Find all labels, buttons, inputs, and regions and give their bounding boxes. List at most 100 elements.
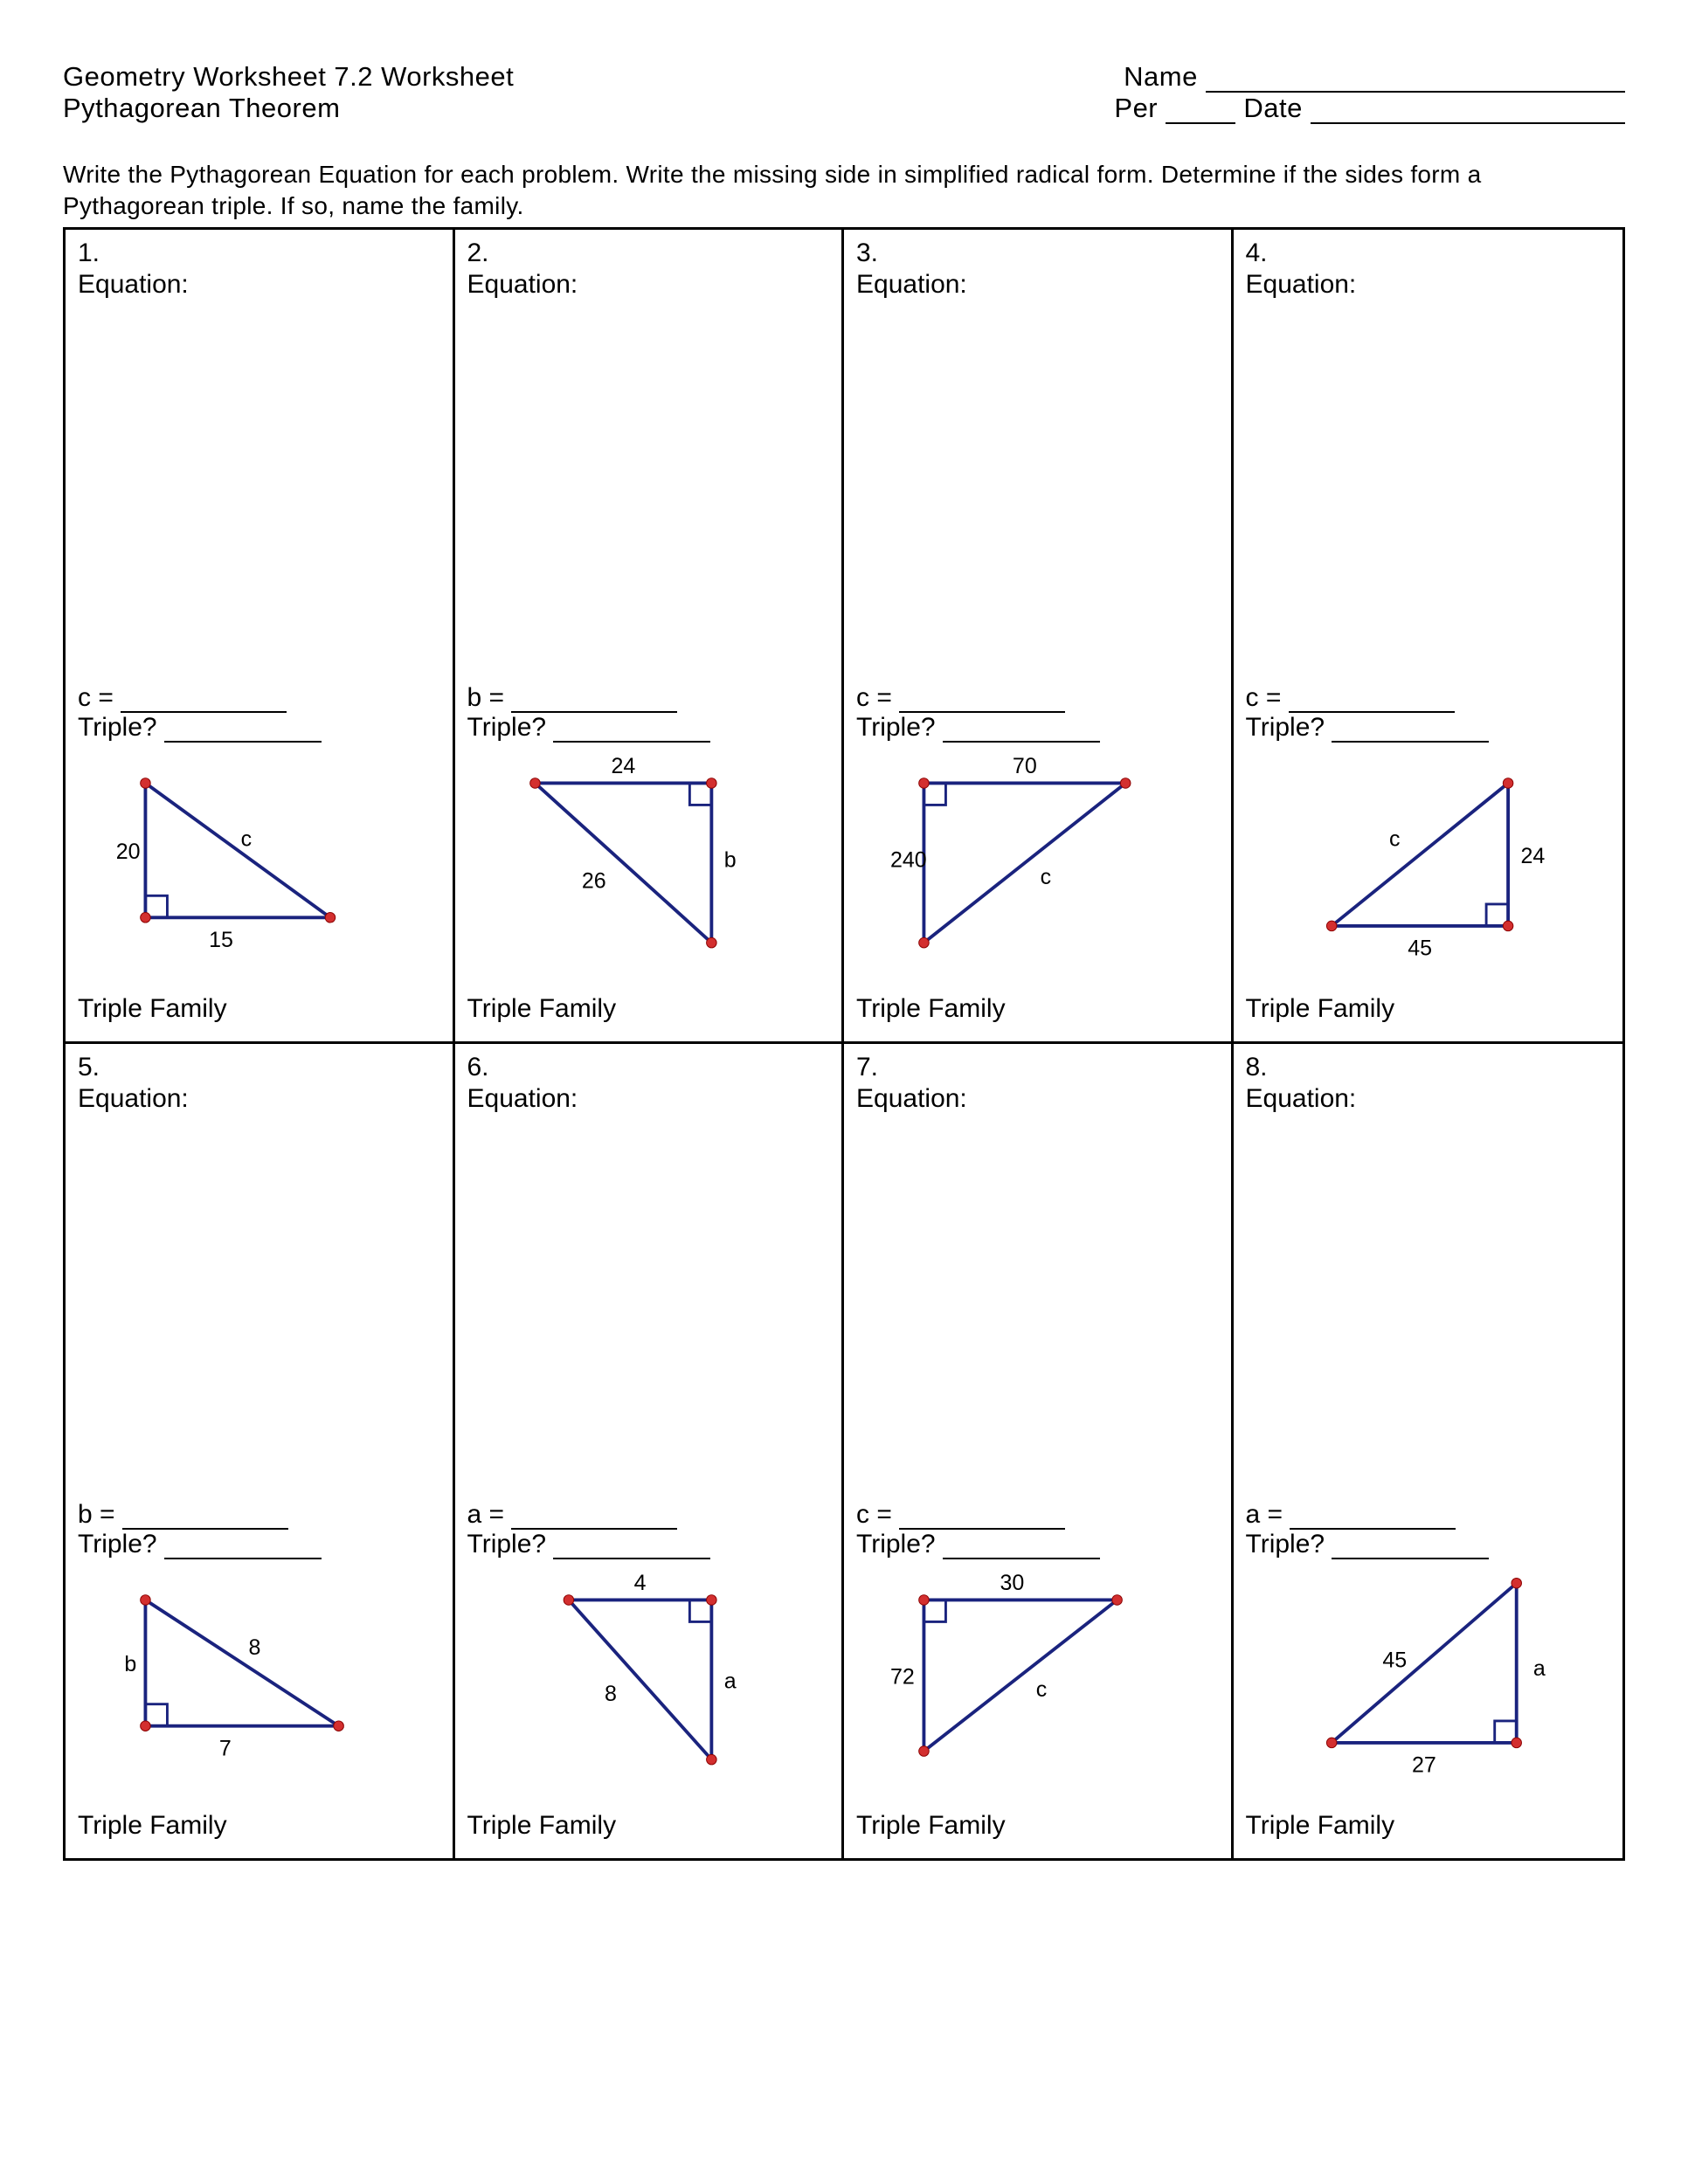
triangle-figure: 24b26 (467, 750, 830, 968)
triple-family-label: Triple Family (78, 1811, 440, 1841)
equation-label: Equation: (1246, 270, 1611, 300)
triangle-outline (1332, 783, 1508, 925)
triple-blank[interactable] (1332, 1536, 1489, 1559)
vertex-point (706, 1754, 716, 1765)
answer-line: c = (856, 683, 1219, 713)
side-label: b (723, 847, 736, 872)
triple-family-label: Triple Family (856, 1811, 1219, 1841)
answer-blank[interactable] (1290, 1506, 1456, 1530)
triangle-figure: a4527 (1246, 1566, 1611, 1785)
answer-blank[interactable] (899, 1506, 1065, 1530)
vertex-point (141, 778, 151, 788)
triple-line: Triple? (1246, 1530, 1611, 1559)
vertex-point (919, 1594, 930, 1605)
triangle-figure: 24c45 (1246, 750, 1611, 968)
problem-cell-4: 4. Equation: c = Triple? 24c45 Triple Fa… (1234, 230, 1623, 1044)
problem-cell-2: 2. Equation: b = Triple? 24b26 Triple Fa… (455, 230, 845, 1044)
vertex-point (1112, 1594, 1123, 1605)
answer-variable: b = (467, 683, 505, 712)
answer-line: c = (1246, 683, 1611, 713)
side-label: 15 (209, 928, 233, 952)
triple-family-label: Triple Family (78, 994, 440, 1024)
worksheet-page: Geometry Worksheet 7.2 Worksheet Name Py… (0, 0, 1688, 1861)
problem-cell-3: 3. Equation: c = Triple? 70240c Triple F… (844, 230, 1234, 1044)
equation-label: Equation: (467, 1084, 830, 1114)
header-row-1: Geometry Worksheet 7.2 Worksheet Name (63, 61, 1625, 93)
triple-family-label: Triple Family (1246, 994, 1611, 1024)
side-label: 45 (1408, 936, 1432, 960)
answer-line: a = (1246, 1500, 1611, 1530)
problem-number: 7. (856, 1053, 1219, 1082)
triangle-outline (145, 1600, 338, 1725)
triple-family-label: Triple Family (856, 994, 1219, 1024)
side-label: 70 (1013, 754, 1037, 778)
problem-cell-7: 7. Equation: c = Triple? 3072c Triple Fa… (844, 1044, 1234, 1858)
side-label: 8 (248, 1635, 260, 1660)
problem-number: 3. (856, 238, 1219, 268)
answer-blank[interactable] (899, 689, 1065, 713)
side-label: b (124, 1652, 136, 1676)
triangle-outline (145, 783, 330, 917)
vertex-point (1511, 1578, 1521, 1588)
name-blank[interactable] (1206, 68, 1625, 93)
title-line-1: Geometry Worksheet 7.2 Worksheet (63, 61, 514, 93)
problem-number: 8. (1246, 1053, 1611, 1082)
problem-cell-6: 6. Equation: a = Triple? 4a8 Triple Fami… (455, 1044, 845, 1858)
answer-variable: c = (78, 683, 114, 712)
triple-label: Triple? (78, 713, 157, 742)
vertex-point (325, 912, 336, 923)
problem-grid: 1. Equation: c = Triple? 20c15 Triple Fa… (63, 227, 1625, 1861)
vertex-point (1326, 1738, 1337, 1748)
triple-blank[interactable] (164, 1536, 322, 1559)
side-label: c (1389, 826, 1401, 851)
triple-blank[interactable] (553, 719, 710, 743)
vertex-point (141, 1721, 151, 1731)
answer-line: b = (78, 1500, 440, 1530)
triangle-outline (924, 783, 1125, 943)
triple-label: Triple? (78, 1530, 157, 1559)
side-label: 7 (219, 1736, 232, 1760)
vertex-point (1511, 1738, 1521, 1748)
vertex-point (141, 1594, 151, 1605)
answer-blank[interactable] (1289, 689, 1455, 713)
figure-container: 24c45 (1246, 750, 1611, 968)
triple-blank[interactable] (553, 1536, 710, 1559)
side-label: 30 (1000, 1571, 1024, 1595)
answer-variable: c = (1246, 683, 1282, 712)
problem-number: 4. (1246, 238, 1611, 268)
vertex-point (1503, 921, 1513, 931)
answer-blank[interactable] (121, 689, 287, 713)
triple-line: Triple? (1246, 713, 1611, 743)
triple-blank[interactable] (164, 719, 322, 743)
vertex-point (919, 778, 930, 788)
triple-blank[interactable] (943, 719, 1100, 743)
equation-label: Equation: (467, 270, 830, 300)
equation-label: Equation: (856, 270, 1219, 300)
figure-container: b 8 7 (78, 1566, 440, 1785)
triple-label: Triple? (467, 713, 547, 742)
problem-number: 6. (467, 1053, 830, 1082)
side-label: c (1036, 1677, 1048, 1702)
side-label: c (1041, 865, 1052, 889)
answer-blank[interactable] (511, 1506, 677, 1530)
triple-blank[interactable] (1332, 719, 1489, 743)
triple-blank[interactable] (943, 1536, 1100, 1559)
answer-blank[interactable] (122, 1506, 288, 1530)
date-blank[interactable] (1311, 100, 1625, 124)
per-date-field: Per Date (1114, 93, 1625, 124)
triple-label: Triple? (1246, 1530, 1325, 1559)
side-label: c (241, 826, 253, 851)
vertex-point (334, 1721, 344, 1731)
header-row-2: Pythagorean Theorem Per Date (63, 93, 1625, 124)
side-label: 8 (605, 1682, 617, 1706)
triangle-outline (1332, 1583, 1517, 1743)
name-field: Name (1124, 61, 1625, 93)
problem-number: 1. (78, 238, 440, 268)
equation-label: Equation: (78, 1084, 440, 1114)
answer-variable: b = (78, 1500, 115, 1529)
vertex-point (919, 937, 930, 948)
per-blank[interactable] (1166, 100, 1235, 124)
triple-line: Triple? (467, 713, 830, 743)
triple-label: Triple? (467, 1530, 547, 1559)
answer-blank[interactable] (511, 689, 677, 713)
